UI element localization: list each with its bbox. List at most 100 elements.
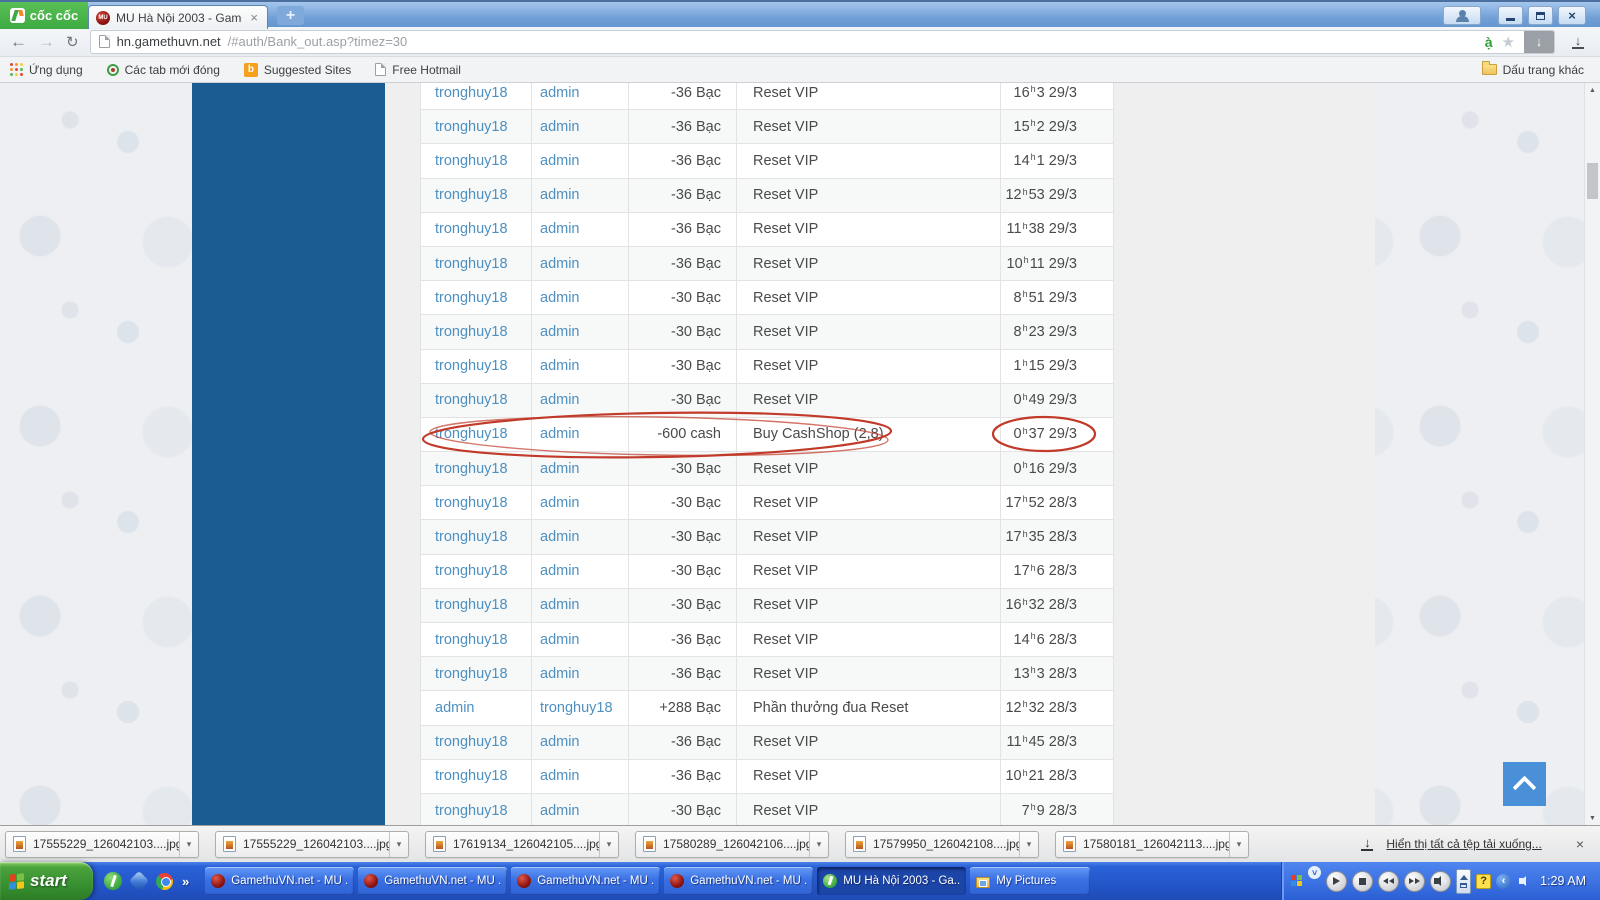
taskbar-button[interactable]: GamethuVN.net - MU ... [511, 867, 661, 895]
bookmark-star-icon[interactable]: ★ [1501, 33, 1515, 51]
volume-button[interactable]: ▾ [1430, 870, 1452, 892]
downloads-button-icon[interactable]: ↓ [1566, 34, 1590, 49]
coccoc-brand[interactable]: cốc cốc [0, 2, 88, 29]
language-tray-icon[interactable]: ‹ [1496, 873, 1512, 889]
to-user-link[interactable]: admin [540, 289, 580, 306]
to-user-link[interactable]: admin [540, 563, 580, 580]
speaker-tray-icon[interactable] [1519, 876, 1527, 886]
next-button[interactable] [1404, 870, 1426, 892]
to-user-link[interactable]: admin [540, 84, 580, 101]
new-tab-button[interactable]: + [277, 6, 304, 25]
download-item-menu-icon[interactable]: ▾ [389, 831, 408, 857]
from-user-link[interactable]: tronghuy18 [435, 460, 508, 477]
to-user-link[interactable]: admin [540, 494, 580, 511]
gem-icon[interactable] [128, 870, 150, 892]
to-user-link[interactable]: admin [540, 802, 580, 819]
close-button[interactable]: × [1558, 6, 1586, 25]
to-user-link[interactable]: admin [540, 187, 580, 204]
page-scrollbar[interactable]: ▲ ▼ [1584, 83, 1600, 825]
other-bookmarks[interactable]: Dấu trang khác [1481, 61, 1590, 77]
from-user-link[interactable]: tronghuy18 [435, 289, 508, 306]
taskbar-button[interactable]: MU Hà Nội 2003 - Ga... [817, 867, 967, 895]
profile-button[interactable] [1443, 6, 1481, 25]
show-all-downloads-link[interactable]: ↓ Hiển thị tất cả tệp tải xuống... [1355, 836, 1542, 851]
collapse-band-button[interactable] [1456, 868, 1472, 894]
scrollbar-thumb[interactable] [1587, 163, 1598, 199]
download-item[interactable]: 17555229_126042103....jpg ▾ [5, 830, 199, 858]
to-user-link[interactable]: admin [540, 597, 580, 614]
reload-button[interactable]: ↻ [66, 33, 79, 51]
forward-button[interactable]: → [38, 31, 55, 51]
to-user-link[interactable]: admin [540, 358, 580, 375]
bookmark-recent-tabs[interactable]: Các tab mới đóng [106, 63, 220, 77]
download-indicator-icon[interactable]: ↓ [1524, 30, 1554, 53]
from-user-link[interactable]: tronghuy18 [435, 84, 508, 101]
bookmark-apps[interactable]: Ứng dụng [10, 63, 83, 77]
to-user-link[interactable]: admin [540, 460, 580, 477]
download-item[interactable]: 17619134_126042105....jpg ▾ [425, 830, 619, 858]
quick-launch-overflow-icon[interactable]: » [182, 873, 190, 889]
coccoc-icon[interactable] [104, 872, 122, 890]
scroll-to-top-button[interactable] [1503, 762, 1546, 806]
to-user-link[interactable]: admin [540, 118, 580, 135]
to-user-link[interactable]: admin [540, 665, 580, 682]
download-item[interactable]: 17579950_126042108....jpg ▾ [845, 830, 1039, 858]
from-user-link[interactable]: admin [435, 699, 475, 716]
taskbar-button[interactable]: GamethuVN.net - MU ... [664, 867, 814, 895]
scrollbar-down-icon[interactable]: ▼ [1589, 815, 1596, 822]
from-user-link[interactable]: tronghuy18 [435, 221, 508, 238]
previous-button[interactable] [1378, 870, 1400, 892]
to-user-link[interactable]: admin [540, 631, 580, 648]
download-item-menu-icon[interactable]: ▾ [1019, 831, 1038, 857]
to-user-link[interactable]: admin [540, 152, 580, 169]
help-tray-icon[interactable]: ? [1476, 873, 1492, 889]
to-user-link[interactable]: admin [540, 323, 580, 340]
scrollbar-up-icon[interactable]: ▲ [1589, 87, 1596, 94]
from-user-link[interactable]: tronghuy18 [435, 358, 508, 375]
download-item[interactable]: 17555229_126042103....jpg ▾ [215, 830, 409, 858]
start-button[interactable]: start [0, 862, 93, 900]
bookmark-suggested-sites[interactable]: b Suggested Sites [243, 62, 351, 77]
chrome-icon[interactable] [156, 872, 173, 890]
download-item[interactable]: 17580181_126042113....jpg ▾ [1055, 830, 1249, 858]
from-user-link[interactable]: tronghuy18 [435, 734, 508, 751]
taskbar-button[interactable]: GamethuVN.net - MU ... [205, 867, 355, 895]
download-item-menu-icon[interactable]: ▾ [1229, 831, 1248, 857]
download-item-menu-icon[interactable]: ▾ [179, 831, 198, 857]
stop-button[interactable] [1352, 870, 1374, 892]
download-item[interactable]: 17580289_126042106....jpg ▾ [635, 830, 829, 858]
to-user-link[interactable]: admin [540, 529, 580, 546]
from-user-link[interactable]: tronghuy18 [435, 768, 508, 785]
from-user-link[interactable]: tronghuy18 [435, 187, 508, 204]
downloads-bar-close-icon[interactable]: × [1575, 836, 1584, 852]
to-user-link[interactable]: admin [540, 221, 580, 238]
to-user-link[interactable]: admin [540, 734, 580, 751]
taskbar-button[interactable]: My Pictures [970, 867, 1091, 895]
restore-button[interactable] [1528, 6, 1553, 25]
play-button[interactable] [1326, 870, 1348, 892]
chevron-expand-icon[interactable]: ˅ [1308, 866, 1322, 879]
to-user-link[interactable]: admin [540, 426, 580, 443]
to-user-link[interactable]: admin [540, 255, 580, 272]
to-user-link[interactable]: tronghuy18 [540, 699, 613, 716]
download-item-menu-icon[interactable]: ▾ [809, 831, 828, 857]
from-user-link[interactable]: tronghuy18 [435, 665, 508, 682]
bookmark-free-hotmail[interactable]: Free Hotmail [375, 63, 461, 77]
from-user-link[interactable]: tronghuy18 [435, 802, 508, 819]
back-button[interactable]: ← [10, 31, 27, 51]
from-user-link[interactable]: tronghuy18 [435, 597, 508, 614]
from-user-link[interactable]: tronghuy18 [435, 631, 508, 648]
tab-close-icon[interactable]: × [250, 10, 258, 25]
from-user-link[interactable]: tronghuy18 [435, 152, 508, 169]
browser-tab[interactable]: MU MU Hà Nội 2003 - GamethuVN × [88, 5, 268, 29]
taskbar-button[interactable]: GamethuVN.net - MU ... [358, 867, 508, 895]
address-bar[interactable]: hn.gamethuvn.net /#auth/Bank_out.asp?tim… [89, 29, 1555, 54]
from-user-link[interactable]: tronghuy18 [435, 323, 508, 340]
from-user-link[interactable]: tronghuy18 [435, 494, 508, 511]
from-user-link[interactable]: tronghuy18 [435, 392, 508, 409]
download-item-menu-icon[interactable]: ▾ [599, 831, 618, 857]
vietnamese-input-icon[interactable]: ạ̀ [1484, 33, 1493, 50]
from-user-link[interactable]: tronghuy18 [435, 255, 508, 272]
minimize-button[interactable] [1498, 6, 1523, 25]
to-user-link[interactable]: admin [540, 768, 580, 785]
